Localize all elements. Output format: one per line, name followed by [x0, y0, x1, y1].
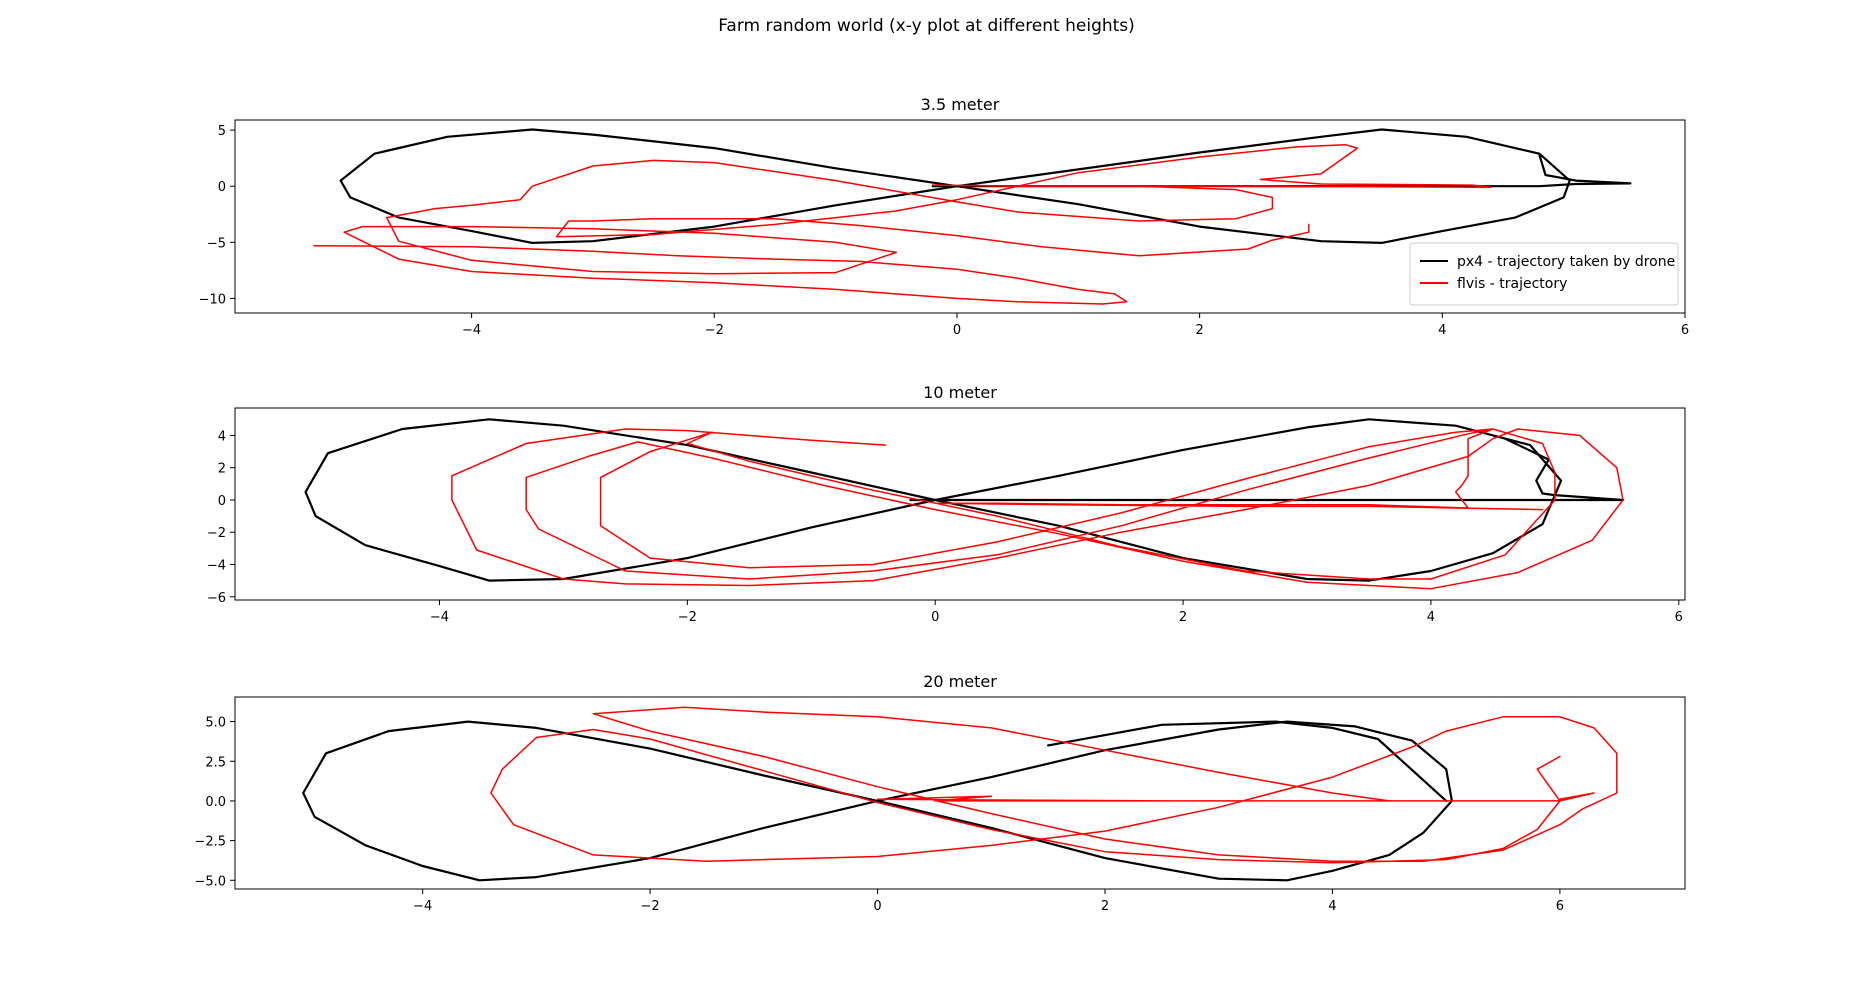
subplot-title: 3.5 meter: [921, 95, 1000, 114]
px4-trajectory-line: [909, 437, 1625, 502]
legend: px4 - trajectory taken by drone flvis - t…: [1409, 242, 1679, 306]
y-tick-label: 0: [218, 180, 226, 195]
x-tick-label: −4: [462, 323, 481, 338]
axes-frame: [234, 696, 1686, 890]
subplot-2: 10 meter −4 −2 0 2 4 6 4 2 0 −2 −4 −6: [207, 383, 1686, 625]
axes-frame: [234, 407, 1686, 601]
x-tick-label: 6: [1675, 610, 1683, 625]
x-tick-label: 2: [1196, 323, 1204, 338]
flvis-trajectory-line: [490, 706, 1618, 864]
y-tick-label: 0: [218, 494, 226, 509]
subplot-3: 20 meter −4 −2 0 2 4 6 5.0 2.5 0.0 −2.5 −5.0: [194, 672, 1686, 914]
y-tick-label: −2.5: [194, 835, 226, 850]
x-tick-label: 4: [1328, 899, 1336, 914]
y-tick-label: 4: [218, 429, 226, 444]
x-tick-label: 0: [873, 899, 881, 914]
x-tick-label: 6: [1556, 899, 1564, 914]
y-tick-label: 0.0: [205, 795, 226, 810]
x-tick-label: 6: [1681, 323, 1689, 338]
subplot-title: 10 meter: [923, 383, 997, 402]
x-tick-label: 0: [931, 610, 939, 625]
px4-trajectory-line: [302, 720, 1453, 882]
y-tick-label: 5.0: [205, 716, 226, 731]
px4-trajectory-line: [1047, 720, 1448, 802]
y-tick-label: −6: [207, 591, 226, 606]
flvis-trajectory-line: [313, 143, 1492, 305]
x-tick-label: 4: [1427, 610, 1435, 625]
x-tick-label: −2: [705, 323, 724, 338]
x-tick-label: −2: [678, 610, 697, 625]
y-tick-label: 2.5: [205, 755, 226, 770]
legend-label: px4 - trajectory taken by drone: [1457, 254, 1675, 270]
x-tick-label: −2: [641, 899, 660, 914]
y-tick-label: −2: [207, 526, 226, 541]
y-tick-label: −5.0: [194, 874, 226, 889]
x-tick-label: 0: [953, 323, 961, 338]
y-tick-label: 5: [218, 124, 226, 139]
y-tick-label: 2: [218, 462, 226, 477]
x-tick-label: −4: [413, 899, 432, 914]
y-tick-label: −4: [207, 559, 226, 574]
plot-area: [302, 706, 1618, 882]
subplot-1: 3.5 meter −4 −2 0 2 4 6 5 0 −5 −10 px4 - trajectory…: [199, 95, 1690, 338]
x-tick-label: −4: [430, 610, 449, 625]
subplot-title: 20 meter: [923, 672, 997, 691]
legend-label: flvis - trajectory: [1457, 276, 1567, 292]
x-tick-label: 2: [1101, 899, 1109, 914]
y-tick-label: −10: [199, 292, 226, 307]
figure-title: Farm random world (x-y plot at different…: [718, 16, 1135, 36]
x-tick-label: 2: [1179, 610, 1187, 625]
axes-frame: [234, 119, 1686, 314]
y-tick-label: −5: [207, 236, 226, 251]
flvis-trajectory-line: [451, 428, 1624, 590]
plot-area: [304, 418, 1625, 590]
x-tick-label: 4: [1438, 323, 1446, 338]
plot-area: [313, 128, 1632, 305]
legend-box: [1409, 242, 1679, 306]
